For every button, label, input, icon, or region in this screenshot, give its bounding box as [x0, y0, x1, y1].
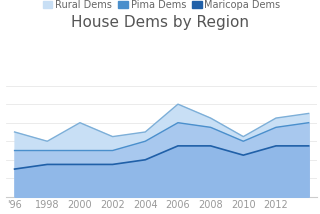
- Text: House Dems by Region: House Dems by Region: [71, 15, 249, 30]
- Legend: Rural Dems, Pima Dems, Maricopa Dems: Rural Dems, Pima Dems, Maricopa Dems: [39, 0, 284, 14]
